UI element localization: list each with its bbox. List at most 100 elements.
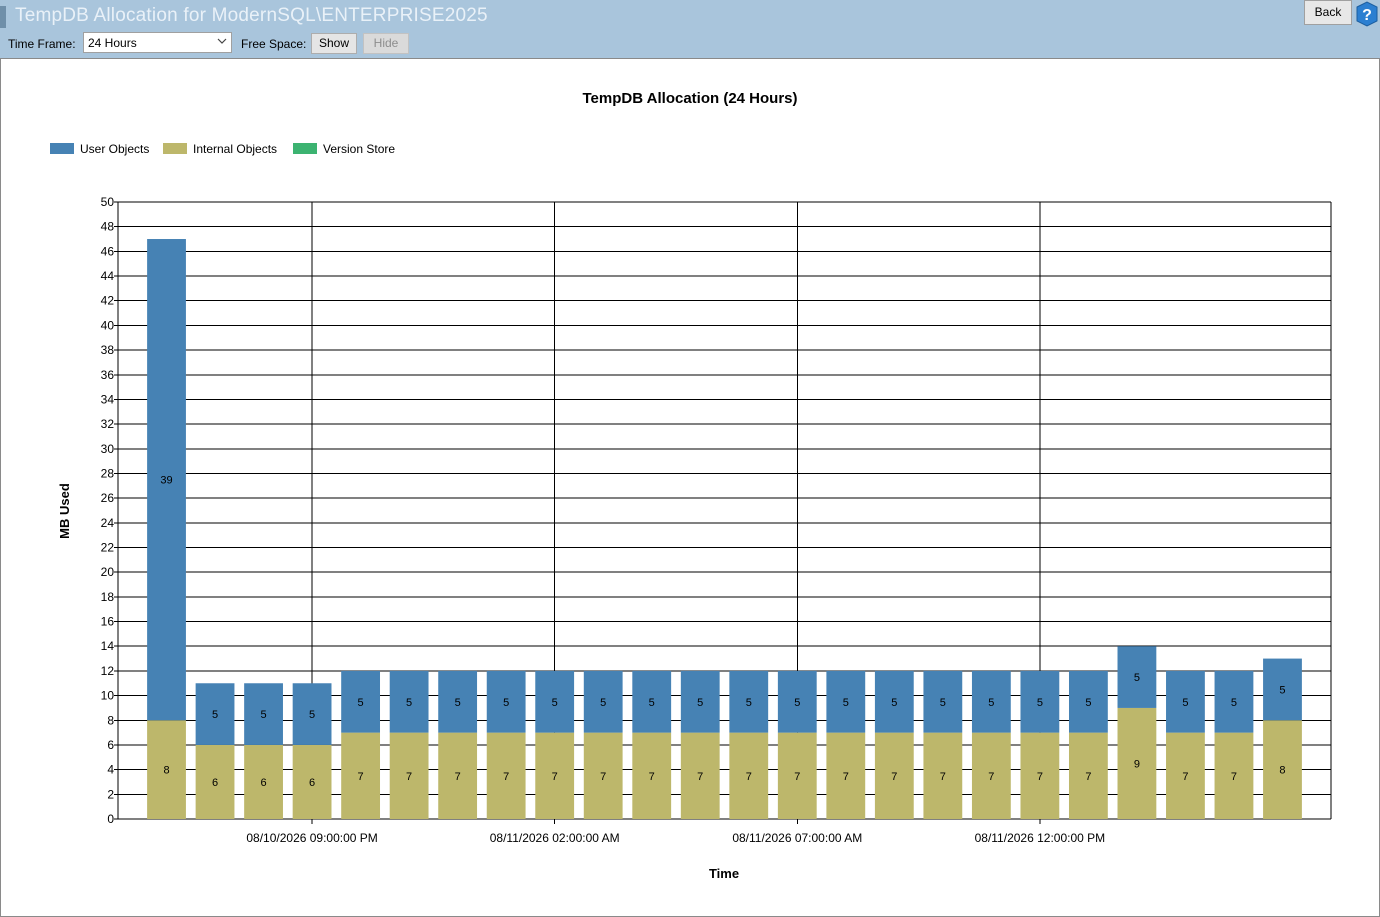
bar-value-label: 7 bbox=[794, 771, 800, 783]
bar-segment bbox=[923, 732, 963, 819]
bar-value-label: 5 bbox=[1085, 697, 1091, 709]
y-tick-label: 8 bbox=[107, 713, 114, 727]
y-tick-label: 44 bbox=[101, 269, 115, 283]
bar-segment bbox=[438, 732, 478, 819]
bar-value-label: 5 bbox=[1231, 697, 1237, 709]
bar-value-label: 5 bbox=[1037, 697, 1043, 709]
y-tick-label: 28 bbox=[101, 466, 115, 480]
bar-segment bbox=[1214, 732, 1254, 819]
y-tick-label: 2 bbox=[107, 787, 114, 801]
y-tick-label: 18 bbox=[101, 590, 115, 604]
show-button[interactable]: Show bbox=[311, 33, 357, 54]
bar-segment bbox=[389, 670, 429, 733]
bar-value-label: 7 bbox=[406, 771, 412, 783]
bar-segment bbox=[1117, 646, 1157, 708]
y-tick-label: 42 bbox=[101, 294, 115, 308]
legend-swatch bbox=[163, 143, 187, 154]
tempdb-allocation-chart: TempDB Allocation (24 Hours) User Object… bbox=[50, 90, 1332, 881]
bar-segment bbox=[680, 732, 720, 819]
y-tick-label: 12 bbox=[101, 664, 115, 678]
chevron-down-icon bbox=[217, 38, 227, 44]
legend-label: Version Store bbox=[323, 142, 395, 156]
bar-value-label: 7 bbox=[891, 771, 897, 783]
y-tick-label: 14 bbox=[101, 639, 115, 653]
bar-value-label: 7 bbox=[1182, 771, 1188, 783]
bar-value-label: 5 bbox=[1279, 684, 1285, 696]
bar-segment bbox=[1068, 732, 1108, 819]
bar-value-label: 7 bbox=[455, 771, 461, 783]
bar-segment bbox=[147, 239, 186, 721]
bar-value-label: 5 bbox=[309, 709, 315, 721]
bar-segment bbox=[826, 732, 866, 819]
bar-value-label: 7 bbox=[358, 771, 364, 783]
bar-segment bbox=[341, 732, 381, 819]
title-accent bbox=[0, 6, 6, 28]
bar-segment bbox=[1020, 732, 1060, 819]
bar-segment bbox=[583, 670, 623, 733]
svg-text:?: ? bbox=[1362, 7, 1372, 24]
bar-value-label: 7 bbox=[697, 771, 703, 783]
bar-value-label: 5 bbox=[891, 697, 897, 709]
y-tick-label: 38 bbox=[101, 343, 115, 357]
bar-value-label: 7 bbox=[988, 771, 994, 783]
bar-value-label: 5 bbox=[600, 697, 606, 709]
bar-value-label: 5 bbox=[260, 709, 266, 721]
bar-segment bbox=[195, 744, 235, 819]
y-tick-label: 46 bbox=[101, 244, 115, 258]
y-tick-label: 4 bbox=[107, 763, 114, 777]
bar-value-label: 7 bbox=[552, 771, 558, 783]
bar-value-label: 5 bbox=[358, 697, 364, 709]
hide-button[interactable]: Hide bbox=[363, 33, 409, 54]
bar-value-label: 8 bbox=[163, 765, 169, 777]
bar-segment bbox=[486, 732, 526, 819]
bar-segment bbox=[1166, 732, 1205, 819]
gridlines bbox=[117, 201, 1332, 820]
bar-segment bbox=[777, 732, 817, 819]
bar-value-label: 5 bbox=[697, 697, 703, 709]
bar-value-label: 6 bbox=[309, 777, 315, 789]
bar-segment bbox=[244, 744, 283, 819]
y-tick-label: 40 bbox=[101, 318, 115, 332]
bar-segment bbox=[729, 732, 769, 819]
bar-value-label: 5 bbox=[746, 697, 752, 709]
bar-value-label: 5 bbox=[1182, 697, 1188, 709]
bar-segment bbox=[195, 683, 235, 745]
bar-segment bbox=[923, 670, 963, 733]
bar-value-label: 5 bbox=[503, 697, 509, 709]
bar-value-label: 7 bbox=[600, 771, 606, 783]
bar-segment bbox=[971, 732, 1011, 819]
bar-value-label: 7 bbox=[503, 771, 509, 783]
bar-value-label: 7 bbox=[1231, 771, 1237, 783]
bar-segment bbox=[874, 732, 914, 819]
bar-value-label: 6 bbox=[260, 777, 266, 789]
bar-segment bbox=[1166, 670, 1205, 733]
y-tick-label: 20 bbox=[101, 565, 115, 579]
bar-value-label: 5 bbox=[794, 697, 800, 709]
bar-segment bbox=[1263, 720, 1302, 819]
bar-value-label: 8 bbox=[1279, 765, 1285, 777]
bar-segment bbox=[389, 732, 429, 819]
bar-value-label: 7 bbox=[746, 771, 752, 783]
bar-segment bbox=[777, 670, 817, 733]
bar-value-label: 9 bbox=[1134, 758, 1140, 770]
bar-value-label: 5 bbox=[843, 697, 849, 709]
bar-value-label: 5 bbox=[552, 697, 558, 709]
y-tick-label: 30 bbox=[101, 442, 115, 456]
time-frame-select[interactable]: 24 Hours bbox=[83, 32, 232, 53]
legend-swatch bbox=[293, 143, 317, 154]
bar-segment bbox=[292, 683, 332, 745]
back-button[interactable]: Back bbox=[1304, 0, 1352, 25]
x-tick-label: 08/10/2026 09:00:00 PM bbox=[246, 831, 377, 845]
y-tick-label: 16 bbox=[101, 615, 115, 629]
bar-segment bbox=[147, 720, 186, 819]
help-icon[interactable]: ? bbox=[1354, 1, 1380, 27]
bar-segment bbox=[486, 670, 526, 733]
y-tick-label: 32 bbox=[101, 417, 115, 431]
bar-value-label: 6 bbox=[212, 777, 218, 789]
x-axis-ticks: 08/10/2026 09:00:00 PM 08/11/2026 02:00:0… bbox=[246, 819, 1105, 845]
bar-value-label: 5 bbox=[406, 697, 412, 709]
y-tick-label: 0 bbox=[107, 812, 114, 826]
bar-segment bbox=[1117, 707, 1157, 819]
header-bar: TempDB Allocation for ModernSQL\ENTERPRI… bbox=[0, 0, 1380, 58]
y-tick-label: 10 bbox=[101, 689, 115, 703]
